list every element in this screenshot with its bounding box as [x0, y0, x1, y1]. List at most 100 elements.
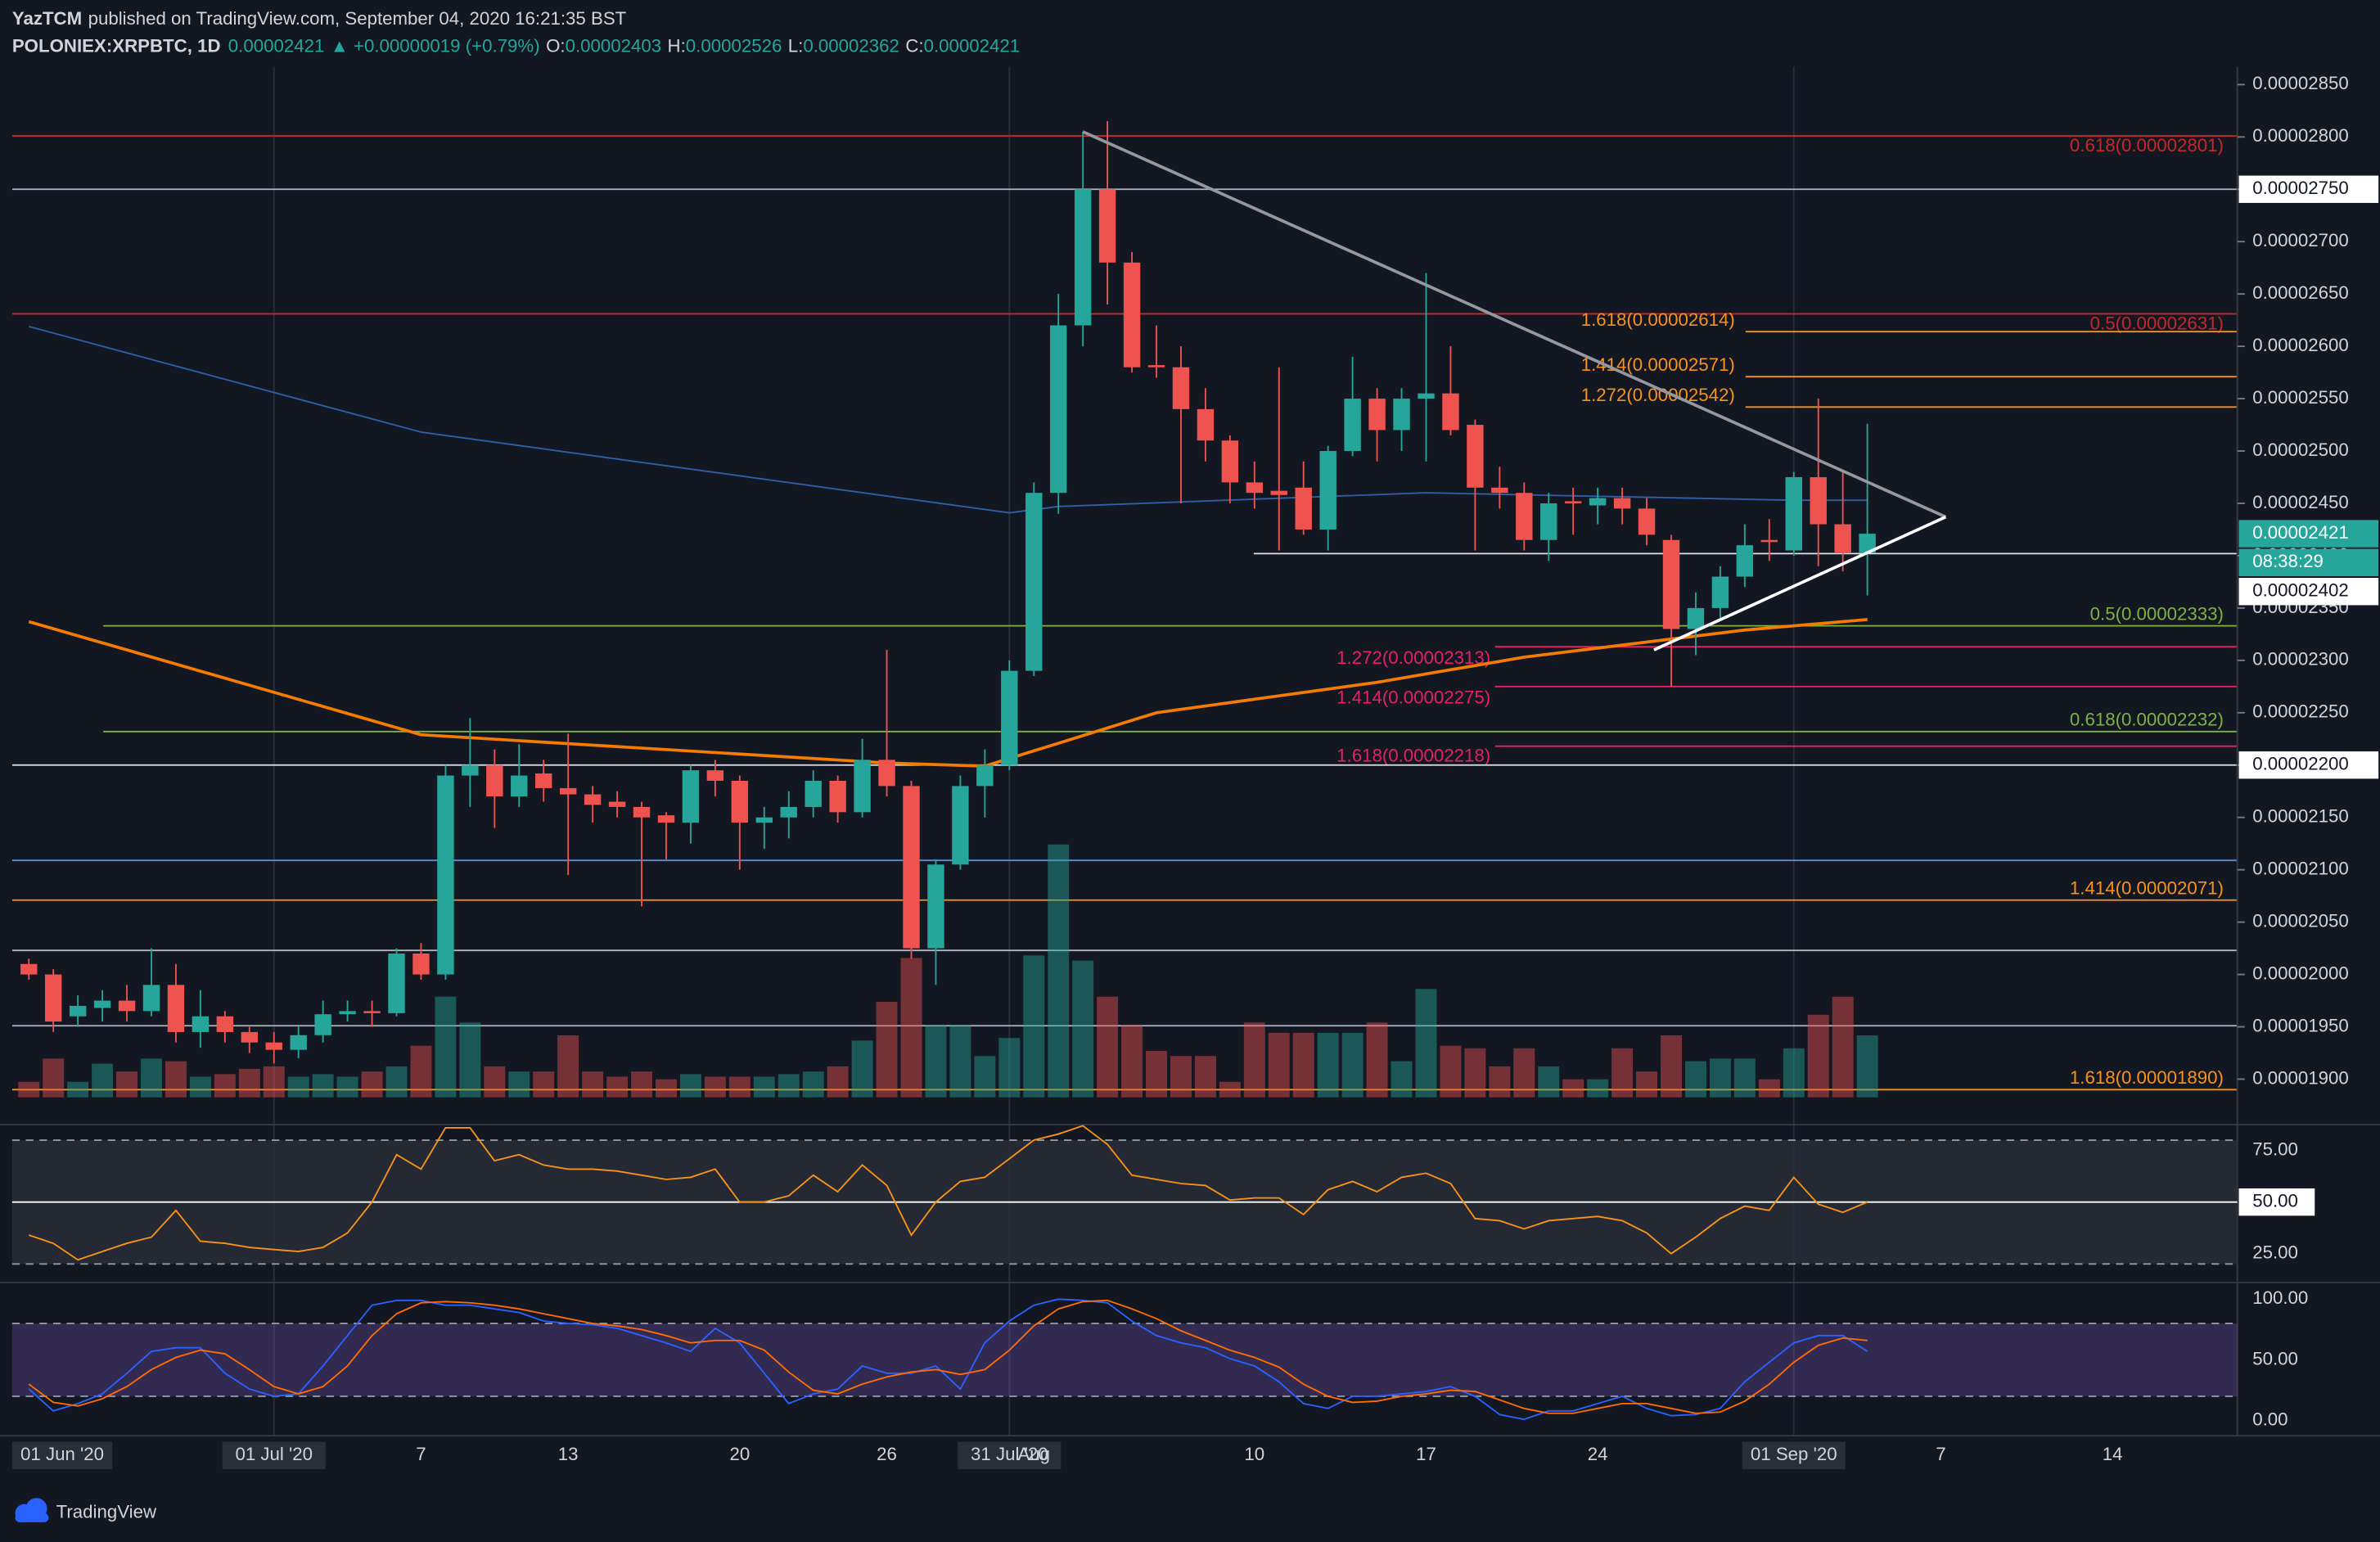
volume-bar: [18, 1081, 40, 1098]
volume-bar: [1317, 1032, 1339, 1098]
volume-bar: [1709, 1058, 1731, 1098]
x-tick-label: 7: [1936, 1444, 1945, 1464]
x-tick-label: Aug: [1017, 1444, 1050, 1464]
candle-body: [1344, 399, 1361, 452]
volume-bar: [1170, 1056, 1192, 1098]
candle-body: [608, 801, 626, 807]
candle-body: [1589, 498, 1607, 506]
ohlc-label: O:: [546, 35, 566, 56]
candle-body: [241, 1031, 259, 1043]
last-price: 0.00002421: [228, 35, 325, 56]
trendline: [1082, 130, 1947, 519]
volume-bar: [410, 1045, 432, 1098]
x-tick-label: 26: [877, 1444, 897, 1464]
level-label: 0.5(0.00002333): [2090, 604, 2224, 624]
rsi-tick-label: 50.00: [2252, 1191, 2298, 1211]
price-box-label: 0.00002200: [2252, 754, 2349, 774]
y-tick-label: 0.00002150: [2252, 806, 2349, 827]
candle-body: [1270, 490, 1287, 495]
candle-body: [1025, 493, 1043, 671]
x-tick-label: 24: [1588, 1444, 1608, 1464]
symbol: POLONIEX:XRPBTC, 1D: [12, 35, 221, 56]
ohlc-value: 0.00002362: [803, 35, 899, 56]
x-tick-label: 14: [2103, 1444, 2123, 1464]
rsi-line: [28, 1125, 1868, 1261]
volume-bar: [827, 1066, 849, 1098]
stoch-tick-label: 100.00: [2252, 1287, 2308, 1308]
level-label: 0.618(0.00002232): [2070, 710, 2224, 730]
candle-body: [1467, 425, 1484, 488]
volume-bar: [361, 1071, 383, 1098]
candle-body: [1418, 393, 1435, 399]
candle-body: [1785, 476, 1802, 551]
candle-body: [265, 1042, 282, 1050]
candle-body: [1638, 508, 1656, 535]
level-label: 1.414(0.00002071): [2070, 878, 2224, 899]
candle-body: [388, 953, 405, 1013]
rsi-tick-label: 25.00: [2252, 1242, 2298, 1263]
volume-bar: [1832, 996, 1854, 1098]
candle-body: [903, 786, 920, 949]
y-tick-label: 0.00002800: [2252, 125, 2349, 146]
candle-body: [167, 985, 185, 1032]
candle-body: [1810, 476, 1827, 525]
stoch-line: [28, 1298, 1868, 1421]
rsi-box: [2238, 1188, 2315, 1216]
candle-body: [731, 780, 749, 823]
volume-bar: [557, 1035, 579, 1098]
x-tick-label: 01 Jul '20: [235, 1444, 313, 1464]
candle-body: [1859, 534, 1876, 553]
price-box: [2238, 578, 2379, 606]
volume-bar: [141, 1058, 162, 1098]
volume-bar: [1807, 1014, 1829, 1098]
volume-bar: [631, 1071, 653, 1098]
candle-body: [511, 775, 528, 797]
volume-bar: [508, 1071, 530, 1098]
x-tick-label: 7: [416, 1444, 426, 1464]
y-tick-label: 0.00002300: [2252, 649, 2349, 670]
candle-body: [1050, 325, 1067, 494]
volume-bar: [263, 1066, 285, 1098]
logo: [15, 1498, 49, 1522]
volume-bar: [1146, 1050, 1167, 1098]
price-box-label: 0.00002421: [2252, 522, 2349, 543]
candle-body: [706, 770, 724, 781]
volume-bar: [312, 1074, 334, 1098]
candle-body: [1123, 262, 1141, 367]
volume-bar: [802, 1071, 824, 1098]
date-box: [11, 1441, 113, 1469]
volume-bar: [1758, 1079, 1780, 1098]
y-tick-label: 0.00002850: [2252, 73, 2349, 93]
level-label: 0.5(0.00002631): [2090, 313, 2224, 333]
volume-bar: [704, 1076, 726, 1098]
y-tick-label: 0.00002600: [2252, 335, 2349, 355]
x-tick-label: 10: [1244, 1444, 1264, 1464]
volume-bar: [43, 1058, 65, 1098]
candle-body: [118, 1000, 136, 1012]
volume-bar: [1611, 1048, 1634, 1098]
volume-bar: [900, 958, 922, 1098]
credit: published on TradingView.com, September …: [88, 8, 627, 29]
volume-bar: [533, 1071, 555, 1098]
x-tick-label: 31 Jul '20: [971, 1444, 1048, 1464]
candle-body: [1319, 451, 1336, 530]
volume-bar: [1391, 1061, 1413, 1098]
level-label: 0.618(0.00002801): [2070, 135, 2224, 156]
volume-bar: [1538, 1066, 1560, 1098]
stoch-line: [28, 1299, 1868, 1414]
volume-bar: [1513, 1048, 1535, 1098]
volume-bar: [1587, 1079, 1609, 1098]
y-tick-label: 0.00002250: [2252, 701, 2349, 722]
x-tick-label: 20: [729, 1444, 750, 1464]
candle-body: [1074, 189, 1092, 326]
volume-bar: [1783, 1048, 1805, 1098]
candle-body: [142, 985, 160, 1012]
ohlc-label: L:: [788, 35, 804, 56]
level-label: 1.414(0.00002275): [1336, 688, 1490, 708]
volume-bar: [753, 1076, 775, 1098]
y-tick-label: 0.00002100: [2252, 859, 2349, 879]
volume-bar: [1268, 1032, 1290, 1098]
